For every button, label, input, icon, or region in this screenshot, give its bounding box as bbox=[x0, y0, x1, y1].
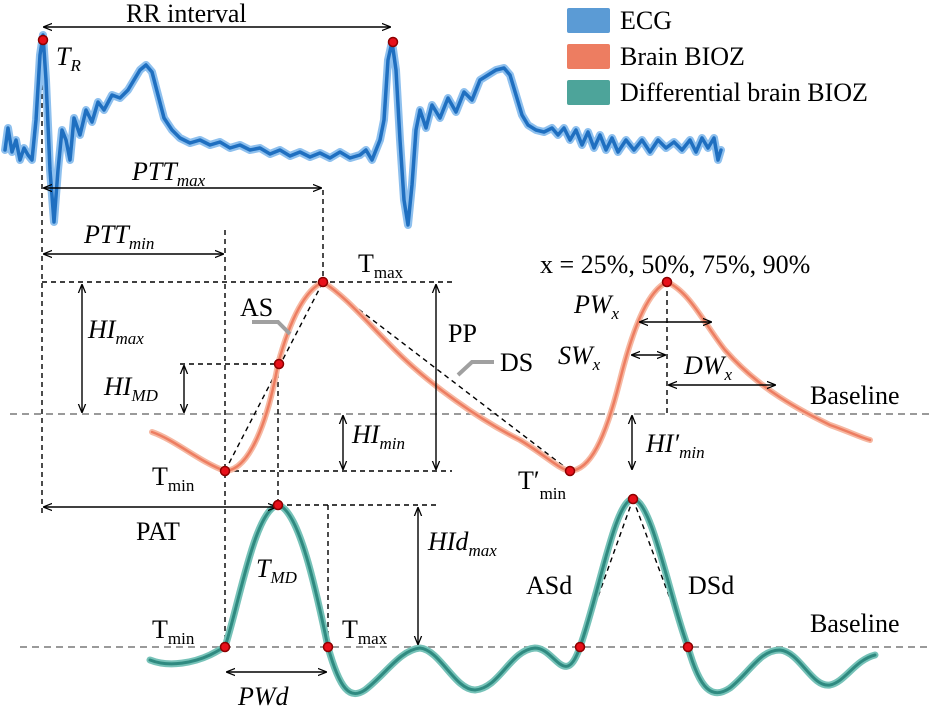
legend-label-bioz: Brain BIOZ bbox=[620, 42, 745, 71]
hi-min-prime-label: HI′min bbox=[645, 429, 705, 462]
differential-bioz-waveform bbox=[146, 495, 879, 698]
marker-dbioz-t-min bbox=[219, 641, 231, 653]
baseline-bottom-label: Baseline bbox=[810, 609, 900, 638]
dsd-label: DSd bbox=[688, 571, 734, 600]
asd-label: ASd bbox=[526, 571, 572, 600]
marker-dbioz-asd bbox=[574, 641, 586, 653]
t-md-label: TMD bbox=[256, 554, 298, 587]
t-r-label: TR bbox=[56, 42, 81, 75]
pat-label: PAT bbox=[136, 517, 180, 546]
ds-leader-line bbox=[456, 360, 494, 377]
t-min-label: Tmin bbox=[152, 462, 195, 495]
marker-dbioz-t-max bbox=[322, 641, 334, 653]
legend-swatch-ecg bbox=[567, 8, 610, 33]
hi-md-label: HIMD bbox=[103, 372, 159, 405]
rr-interval-label: RR interval bbox=[126, 0, 247, 28]
hi-max-label: HImax bbox=[87, 315, 144, 348]
baseline-top-label: Baseline bbox=[810, 381, 900, 410]
feature-markers bbox=[37, 34, 694, 653]
marker-dbioz-dsd bbox=[682, 641, 694, 653]
marker-bioz-t-min-prime bbox=[564, 465, 576, 477]
guide-lines bbox=[41, 40, 689, 648]
pw-x-label: PWx bbox=[573, 290, 620, 323]
legend-label-ecg: ECG bbox=[620, 6, 672, 35]
pp-label: PP bbox=[448, 319, 477, 348]
marker-bioz-t-md bbox=[273, 358, 285, 370]
dw-x-label: DWx bbox=[683, 351, 732, 384]
marker-bioz-peak-2 bbox=[661, 276, 673, 288]
marker-t-r-2 bbox=[387, 36, 399, 48]
marker-dbioz-peak-1 bbox=[272, 499, 284, 511]
hid-max-label: HIdmax bbox=[427, 527, 497, 560]
x-values-label: x = 25%, 50%, 75%, 90% bbox=[540, 250, 810, 279]
measurement-arrows bbox=[44, 27, 775, 672]
annotations: RR interval TR PTTmax PTTmin Tmax HImax … bbox=[56, 0, 900, 711]
marker-dbioz-peak-2 bbox=[627, 493, 639, 505]
legend-label-differential-bioz: Differential brain BIOZ bbox=[620, 78, 868, 107]
marker-bioz-t-min bbox=[219, 465, 231, 477]
as-label: AS bbox=[240, 293, 273, 322]
hi-min-label: HImin bbox=[351, 420, 405, 453]
brain-bioz-waveform bbox=[149, 278, 873, 475]
legend: ECG Brain BIOZ Differential brain BIOZ bbox=[567, 6, 868, 107]
ecg-waveform bbox=[1, 31, 725, 229]
t-max-top-label: Tmax bbox=[358, 249, 404, 282]
t-min-bottom-label: Tmin bbox=[152, 615, 195, 648]
t-min-prime-label: T′min bbox=[518, 466, 567, 503]
ptt-max-label: PTTmax bbox=[131, 157, 206, 190]
pwd-label: PWd bbox=[237, 682, 290, 711]
t-max-bottom-label: Tmax bbox=[342, 615, 388, 648]
legend-swatch-differential-bioz bbox=[567, 80, 610, 105]
legend-swatch-bioz bbox=[567, 44, 610, 69]
as-leader-line bbox=[252, 320, 292, 336]
sw-x-label: SWx bbox=[558, 341, 601, 374]
ptt-min-label: PTTmin bbox=[83, 220, 154, 253]
ds-label: DS bbox=[500, 348, 533, 377]
marker-t-r-1 bbox=[37, 34, 49, 46]
marker-bioz-t-max bbox=[317, 276, 329, 288]
